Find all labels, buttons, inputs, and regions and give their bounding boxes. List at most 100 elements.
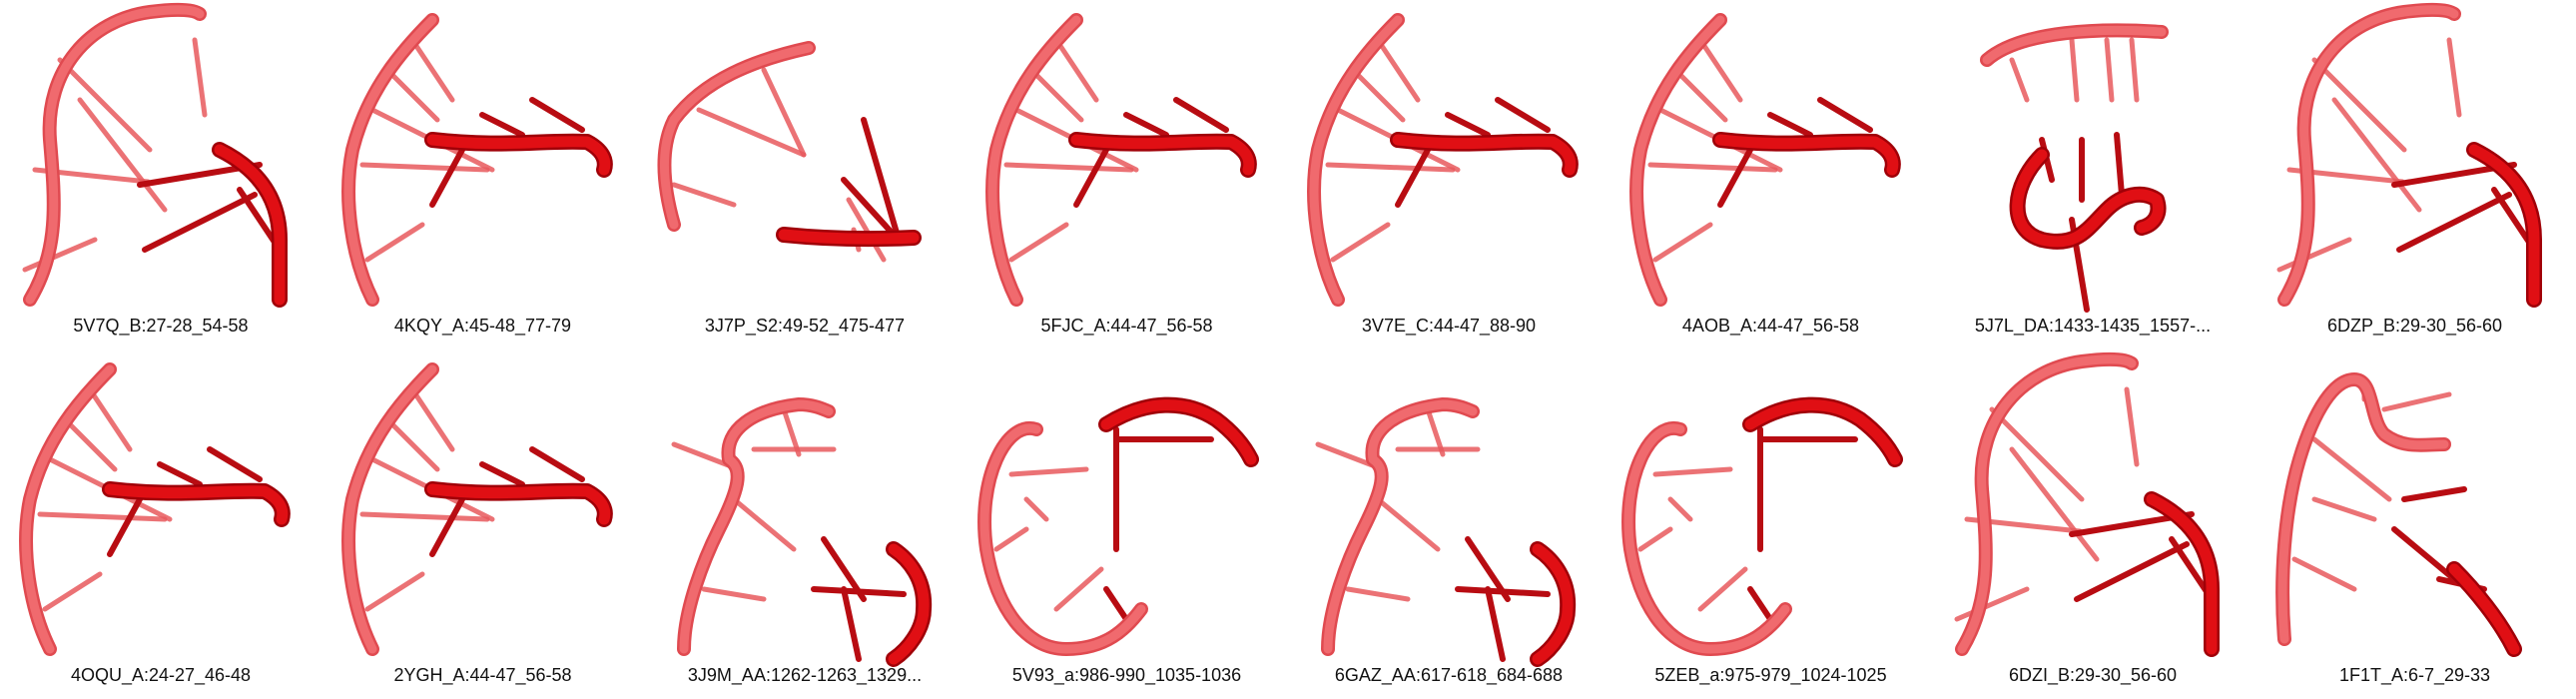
base-pair-rung: [2390, 526, 2457, 582]
backbone-strand-light: [1623, 423, 1789, 654]
backbone-strand-light: [987, 15, 1080, 305]
base-pair-rung: [1652, 466, 1732, 477]
base-pair-rung: [781, 406, 802, 457]
structure-label: 5V7Q_B:27-28_54-58: [73, 316, 249, 336]
base-pair-rung: [2395, 192, 2512, 253]
structure-panel: 4KQY_A:45-48_77-79: [322, 0, 644, 350]
structure-label: 3V7E_C:44-47_88-90: [1361, 316, 1537, 336]
rna-cartoon-image: [340, 362, 613, 656]
backbone-strand-dark: [2146, 493, 2218, 655]
backbone-strand-light: [21, 364, 115, 654]
base-pair-rung: [1345, 586, 1411, 602]
rna-cartoon-image: [1620, 396, 1903, 656]
base-pair-rung: [841, 177, 897, 238]
backbone-strand-light: [1631, 15, 1724, 305]
structure-panel: 2YGH_A:44-47_56-58: [322, 350, 644, 699]
base-pair-rung: [1008, 222, 1068, 263]
base-pair-rung: [1485, 586, 1506, 662]
base-pair-rung: [62, 416, 118, 472]
base-pair-rung: [157, 461, 203, 487]
base-pair-rung: [2124, 386, 2140, 467]
backbone-strand-light: [1957, 354, 2137, 654]
rna-cartoon-image: [1315, 397, 1577, 667]
base-pair-rung: [2311, 436, 2391, 502]
backbone-strand-dark: [2468, 144, 2539, 306]
base-pair-rung: [87, 386, 133, 452]
base-pair-rung: [1989, 406, 2085, 502]
backbone-strand-dark: [214, 144, 286, 306]
backbone-strand-dark: [1744, 399, 1900, 465]
base-pair-rung: [1102, 586, 1129, 622]
backbone-strand-light: [1982, 25, 2167, 65]
base-pair-rung: [1375, 496, 1441, 552]
base-pair-rung: [1023, 496, 1048, 522]
base-pair-rung: [861, 117, 902, 243]
base-pair-rung: [2129, 37, 2140, 103]
base-pair-rung: [2069, 37, 2080, 103]
structure-label: 5ZEB_a:975-979_1024-1025: [1654, 665, 1887, 685]
backbone-strand-dark: [1392, 134, 1577, 176]
base-pair-rung: [1375, 37, 1421, 103]
base-pair-rung: [1330, 222, 1391, 263]
backbone-strand-light: [2279, 5, 2458, 305]
base-pair-rung: [1008, 466, 1088, 477]
backbone-strand-dark: [1100, 399, 1256, 465]
base-pair-rung: [142, 192, 258, 253]
structure-panel: 5V7Q_B:27-28_54-58: [0, 0, 322, 350]
backbone-strand-light: [660, 43, 814, 230]
base-pair-rung: [1667, 496, 1692, 522]
base-pair-rung: [107, 496, 143, 557]
backbone-strand-light: [343, 364, 436, 654]
backbone-strand-dark: [2012, 149, 2164, 248]
base-pair-rung: [1028, 67, 1083, 123]
base-pair-rung: [1697, 37, 1742, 103]
base-pair-rung: [2074, 541, 2190, 602]
base-pair-rung: [2400, 486, 2467, 502]
base-pair-rung: [428, 147, 465, 208]
base-pair-rung: [1425, 406, 1446, 457]
rna-cartoon-image: [671, 397, 933, 667]
structure-panel: 5ZEB_a:975-979_1024-1025: [1610, 350, 1932, 699]
rna-cartoon-image: [340, 13, 613, 307]
base-pair-rung: [2104, 37, 2115, 103]
backbone-strand-light: [25, 5, 205, 305]
base-pair-rung: [1465, 536, 1511, 602]
base-pair-rung: [359, 511, 489, 522]
base-pair-rung: [1053, 37, 1098, 103]
structure-label: 6DZP_B:29-30_56-60: [2326, 316, 2503, 336]
base-pair-rung: [528, 446, 585, 482]
structure-label: 3J7P_S2:49-52_475-477: [704, 316, 906, 336]
rna-cartoon-image: [1980, 23, 2169, 313]
backbone-outline-light: [1321, 397, 1480, 656]
backbone-strand-light: [343, 15, 436, 305]
rna-cartoon-image: [976, 396, 1259, 656]
rna-cartoon-image: [2274, 372, 2522, 657]
base-pair-rung: [192, 37, 208, 118]
base-pair-rung: [1652, 222, 1712, 263]
structure-panel: 5V93_a:986-990_1035-1036: [966, 350, 1288, 699]
base-pair-rung: [1350, 67, 1406, 123]
base-pair-rung: [2331, 97, 2421, 213]
base-pair-rung: [993, 526, 1028, 552]
structure-label: 6DZI_B:29-30_56-60: [2008, 665, 2178, 685]
base-pair-rung: [2009, 57, 2030, 103]
structure-panel: 6DZI_B:29-30_56-60: [1932, 350, 2254, 699]
base-pair-rung: [1716, 147, 1753, 208]
base-pair-rung: [409, 37, 454, 103]
structure-label: 3J9M_AA:1262-1263_1329...: [687, 665, 923, 685]
base-pair-rung: [731, 496, 797, 552]
backbone-strand-dark: [426, 134, 610, 176]
base-pair-rung: [2311, 57, 2406, 153]
base-pair-rung: [696, 107, 807, 158]
base-pair-rung: [671, 182, 737, 208]
rna-cartoon-image: [657, 41, 922, 263]
rna-cartoon-image: [19, 362, 291, 656]
base-pair-rung: [1495, 97, 1551, 133]
structure-label: 5J7L_DA:1433-1435_1557-...: [1974, 316, 2212, 336]
base-pair-rung: [359, 162, 489, 173]
backbone-strand-dark: [1070, 134, 1254, 176]
backbone-strand-light: [679, 399, 834, 654]
base-pair-rung: [37, 511, 168, 522]
structure-label: 4OQU_A:24-27_46-48: [70, 665, 252, 685]
